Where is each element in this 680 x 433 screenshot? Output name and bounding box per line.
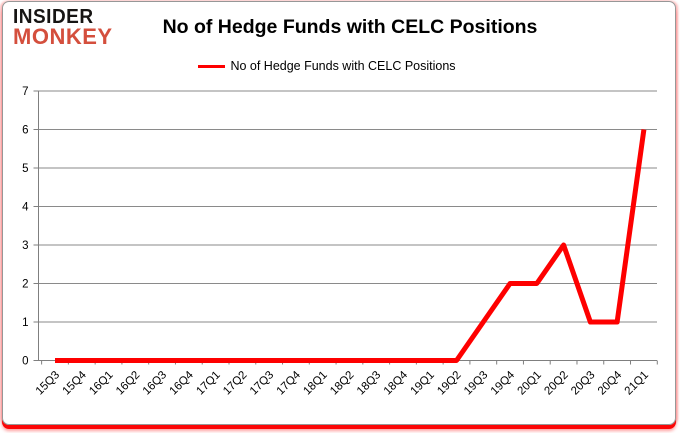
x-axis-tick-label: 18Q1 [301,369,329,397]
x-axis-tick-label: 16Q4 [168,369,197,398]
x-axis-tick-label: 20Q4 [596,369,625,398]
x-axis-tick-label: 21Q1 [623,369,651,397]
y-axis-tick-label: 2 [22,279,28,291]
y-axis-tick-label: 1 [22,317,28,329]
y-axis-tick-label: 3 [22,240,28,252]
series-line [55,129,647,363]
x-axis-tick-label: 16Q3 [141,369,169,397]
x-axis-tick-label: 18Q4 [382,369,411,398]
x-axis-tick-label: 18Q3 [355,369,383,397]
x-axis-tick-label: 16Q1 [87,369,115,397]
x-axis-tick-label: 19Q2 [435,369,463,397]
y-axis-tick-label: 4 [22,202,29,214]
x-axis-tick-label: 15Q3 [34,369,62,397]
insider-monkey-logo: INSIDER MONKEY [13,6,113,50]
x-axis-tick-label: 15Q4 [61,369,90,398]
y-axis-tick-label: 6 [22,125,28,137]
chart-title: No of Hedge Funds with CELC Positions [162,16,538,38]
x-axis-tick-label: 17Q1 [194,369,222,397]
x-axis-tick-label: 20Q2 [542,369,570,397]
x-axis-tick-label: 20Q1 [516,369,544,397]
legend-label: No of Hedge Funds with CELC Positions [230,59,456,73]
x-axis-tick-label: 19Q4 [489,369,518,398]
y-axis-tick-label: 5 [22,163,28,175]
x-axis-tick-label: 17Q3 [248,369,276,397]
legend: No of Hedge Funds with CELC Positions [0,59,680,73]
x-axis-tick-label: 19Q3 [462,369,490,397]
x-axis-tick-label: 16Q2 [114,369,142,397]
y-axis-tick-label: 0 [22,356,28,368]
x-axis-tick-label: 18Q2 [328,369,356,397]
logo-insider-text: INSIDER [13,6,94,29]
y-axis-tick-label: 7 [22,86,28,98]
logo-monkey-text: MONKEY [13,24,113,50]
x-axis-tick-label: 17Q2 [221,369,249,397]
x-axis-tick-label: 19Q1 [408,369,436,397]
x-axis-tick-label: 20Q3 [569,369,597,397]
x-axis-tick-label: 17Q4 [275,369,304,398]
legend-line-swatch [198,64,226,68]
